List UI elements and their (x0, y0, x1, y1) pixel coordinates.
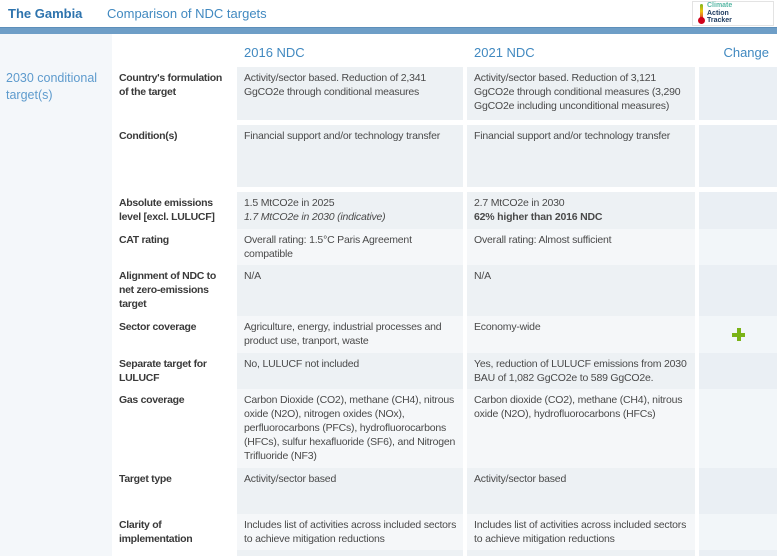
column-header-2016-ndc: 2016 NDC (244, 45, 305, 60)
comparison-table: 2016 NDC 2021 NDC Change Country's formu… (112, 34, 777, 556)
table-row: Sector coverage Agriculture, energy, indu… (112, 316, 777, 353)
cell-line: Carbon Dioxide (CO2), methane (CH4), nit… (244, 394, 456, 462)
cell-2016-ndc: Activity/sector based (237, 467, 463, 514)
table-row: Explanation why the target is a fair con… (112, 550, 777, 556)
row-label: CAT rating (112, 228, 233, 266)
cell-2021-ndc: Economy-wide (467, 316, 695, 353)
cell-2016-ndc: YesThe Gambia is an LDC and has a low co… (237, 550, 463, 556)
row-label: Country's formulation of the target (112, 67, 233, 120)
row-label: Condition(s) (112, 125, 233, 187)
row-label: Sector coverage (112, 316, 233, 353)
row-label: Target type (112, 467, 233, 514)
cell-line: Activity/sector based (244, 472, 337, 485)
cell-2021-ndc: Includes list of activities across inclu… (467, 513, 695, 551)
table-row: Clarity of implementation Includes list o… (112, 513, 777, 551)
cell-2016-ndc: Agriculture, energy, industrial processe… (237, 316, 463, 353)
cell-line: Includes list of activities across inclu… (474, 518, 687, 545)
table-header-row: 2016 NDC 2021 NDC Change (112, 34, 777, 67)
table-row: Gas coverage Carbon Dioxide (CO2), methan… (112, 389, 777, 468)
logo-word-action: Action (707, 9, 729, 17)
cell-2021-ndc: Activity/sector based (467, 467, 695, 514)
cell-change (699, 550, 777, 556)
cell-2016-ndc: Includes list of activities across inclu… (237, 513, 463, 551)
country-title: The Gambia (8, 6, 83, 21)
cell-line: No, LULUCF not included (244, 357, 360, 370)
cell-change (699, 125, 777, 187)
cell-line: Activity/sector based. Reduction of 3,12… (474, 72, 681, 112)
cell-2016-ndc: Overall rating: 1.5°C Paris Agreement co… (237, 228, 463, 266)
row-label: Separate target for LULUCF (112, 352, 233, 390)
row-label: Absolute emissions level [excl. LULUCF] (112, 192, 233, 229)
cell-line: Carbon dioxide (CO2), methane (CH4), nit… (474, 394, 683, 421)
row-label: Alignment of NDC to net zero-emissions t… (112, 265, 233, 317)
cell-2021-ndc: N/A (467, 265, 695, 317)
cell-change (699, 67, 777, 120)
change-added-plus-icon (732, 328, 745, 342)
cell-line: 2.7 MtCO2e in 2030 (474, 197, 565, 209)
cell-line: Financial support and/or technology tran… (474, 130, 671, 142)
row-label: Gas coverage (112, 389, 233, 468)
cell-line: Yes, reduction of LULUCF emissions from … (474, 357, 687, 384)
cell-line: 62% higher than 2016 NDC (474, 210, 603, 223)
table-row: Absolute emissions level [excl. LULUCF] 1… (112, 192, 777, 229)
table-row: Alignment of NDC to net zero-emissions t… (112, 265, 777, 317)
top-header: The Gambia Comparison of NDC targets Cli… (0, 0, 777, 27)
cell-line: Includes list of activities across inclu… (244, 518, 457, 545)
table-rows: Country's formulation of the target Activ… (112, 67, 777, 556)
cell-line: Agriculture, energy, industrial processe… (244, 321, 442, 347)
table-row: Country's formulation of the target Activ… (112, 67, 777, 120)
cell-2021-ndc: 2.7 MtCO2e in 2030 62% higher than 2016 N… (467, 192, 695, 229)
row-label: Clarity of implementation (112, 513, 233, 551)
climate-action-tracker-logo[interactable]: Climate Action Tracker (692, 1, 774, 26)
cell-2016-ndc: Financial support and/or technology tran… (237, 125, 463, 187)
thermometer-icon (698, 4, 705, 24)
logo-word-tracker: Tracker (707, 17, 732, 25)
sidebar-target-label: 2030 conditional target(s) (6, 71, 98, 102)
table-row: Target type Activity/sector based Activity… (112, 467, 777, 514)
row-label: Explanation why the target is a fair con… (112, 550, 233, 556)
table-row: Condition(s) Financial support and/or tec… (112, 125, 777, 187)
cell-2016-ndc: 1.5 MtCO2e in 2025 1.7 MtCO2e in 2030 (in… (237, 192, 463, 229)
cell-line: Overall rating: 1.5°C Paris Agreement co… (244, 233, 412, 260)
page-content: 2030 conditional target(s) 2016 NDC 2021… (0, 34, 777, 556)
logo-word-climate: Climate (707, 2, 733, 10)
cell-line: N/A (474, 270, 491, 283)
cell-change (699, 467, 777, 514)
cell-2016-ndc: N/A (237, 265, 463, 317)
cell-change (699, 513, 777, 551)
cell-line: Activity/sector based. Reduction of 2,34… (244, 72, 427, 98)
cell-change (699, 352, 777, 390)
cell-line: Activity/sector based (474, 472, 567, 485)
column-header-change: Change (723, 45, 769, 60)
cell-line: N/A (244, 270, 261, 283)
table-row: CAT rating Overall rating: 1.5°C Paris Ag… (112, 228, 777, 266)
cell-change (699, 389, 777, 468)
cell-change (699, 316, 777, 353)
cell-line: Financial support and/or technology tran… (244, 130, 441, 142)
column-header-2021-ndc: 2021 NDC (474, 45, 535, 60)
cell-2021-ndc: Overall rating: Almost sufficient (467, 228, 695, 266)
cell-line: Economy-wide (474, 321, 541, 334)
cell-line: 1.7 MtCO2e in 2030 (indicative) (244, 210, 386, 223)
cell-line: Overall rating: Almost sufficient (474, 233, 612, 246)
cell-2021-ndc: Yes, reduction of LULUCF emissions from … (467, 352, 695, 390)
table-row: Separate target for LULUCF No, LULUCF not… (112, 352, 777, 390)
cell-change (699, 228, 777, 266)
cell-change (699, 265, 777, 317)
cell-2016-ndc: Carbon Dioxide (CO2), methane (CH4), nit… (237, 389, 463, 468)
header-spacer (112, 34, 233, 67)
cell-2021-ndc: YesThe Gambia is an LDC and has a low co… (467, 550, 695, 556)
cell-change (699, 192, 777, 229)
cell-2021-ndc: Financial support and/or technology tran… (467, 125, 695, 187)
header-divider-bar (0, 27, 777, 34)
cell-2021-ndc: Carbon dioxide (CO2), methane (CH4), nit… (467, 389, 695, 468)
logo-text: Climate Action Tracker (707, 2, 732, 25)
cell-2021-ndc: Activity/sector based. Reduction of 3,12… (467, 67, 695, 120)
cell-2016-ndc: Activity/sector based. Reduction of 2,34… (237, 67, 463, 120)
cell-2016-ndc: No, LULUCF not included (237, 352, 463, 390)
cell-line: 1.5 MtCO2e in 2025 (244, 197, 335, 209)
page-title: Comparison of NDC targets (107, 6, 267, 21)
